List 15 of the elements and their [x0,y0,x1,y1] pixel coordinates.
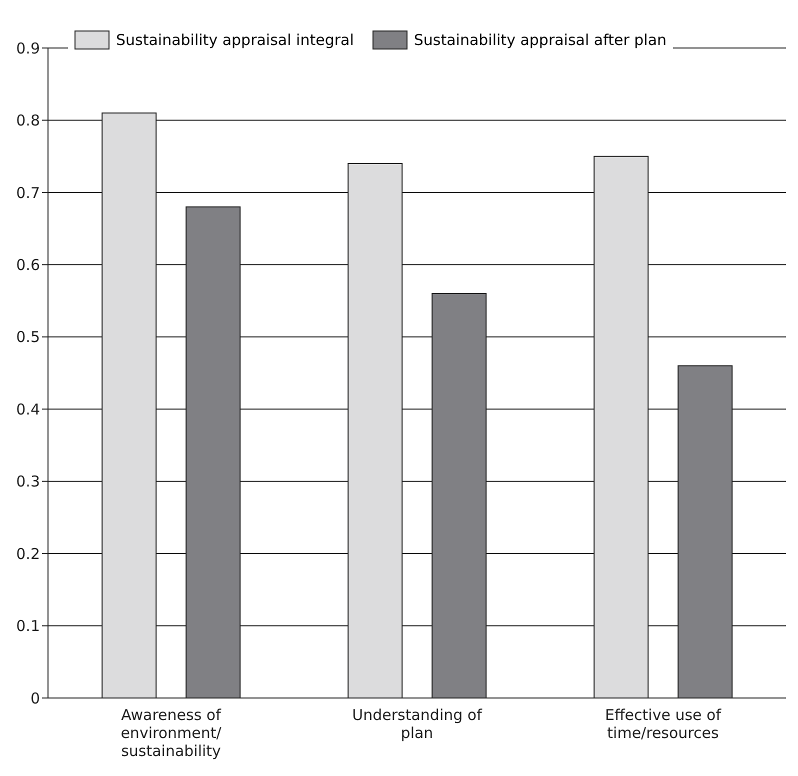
y-tick-label: 0 [30,689,40,708]
legend-label: Sustainability appraisal integral [116,31,354,49]
y-tick-label: 0.4 [16,400,40,418]
y-tick-label: 0.7 [16,184,40,202]
y-tick-label: 0.1 [16,617,40,636]
x-tick-label: Understanding of plan [352,706,483,742]
legend-label: Sustainability appraisal after plan [414,31,667,49]
y-tick-label: 0.2 [16,544,40,563]
x-tick-label: Effective use of time/resources [605,706,722,742]
y-tick-label: 0.9 [16,39,40,58]
y-tick-label: 0.6 [16,256,40,274]
y-tick-label: 0.8 [16,112,40,130]
x-tick-label: Awareness of environment/ sustainability [120,706,222,760]
y-tick-label: 0.3 [16,472,40,491]
y-tick-label: 0.5 [16,328,40,346]
